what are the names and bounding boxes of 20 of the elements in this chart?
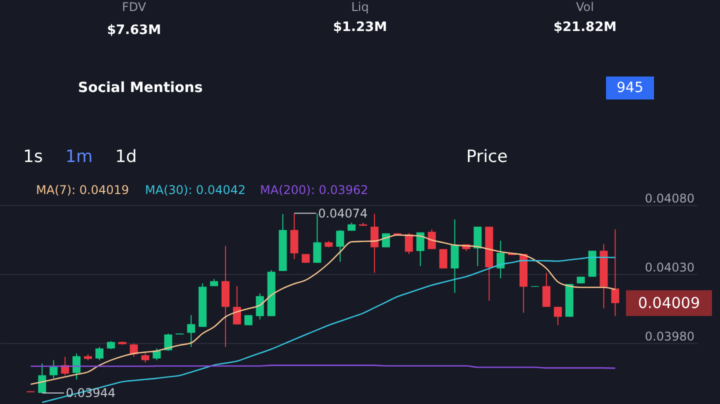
text: Price xyxy=(466,147,508,167)
text: $21.82M xyxy=(553,20,617,35)
text: 1d xyxy=(115,147,137,167)
y-tick-label: 0.04030 xyxy=(644,260,694,275)
text: $7.63M xyxy=(106,23,162,38)
text: Social Mentions xyxy=(78,80,203,96)
text: MA(30): 0.04042 xyxy=(145,183,246,197)
y-tick-label: 0.03980 xyxy=(644,330,694,344)
text: $1.23M xyxy=(332,20,388,35)
text: MA(7): 0.04019 xyxy=(36,183,130,197)
annotation: 0.04074 xyxy=(318,206,368,220)
text: 1s xyxy=(23,147,43,167)
y-tick-label: 0.04080 xyxy=(644,192,694,206)
text: Vol xyxy=(576,0,594,14)
text: 1m xyxy=(65,147,93,167)
text: FDV xyxy=(122,0,147,14)
text: 945 xyxy=(616,80,644,96)
text: 0.04009 xyxy=(638,294,700,312)
text: Liq xyxy=(351,0,369,14)
text: MA(200): 0.03962 xyxy=(260,183,368,197)
